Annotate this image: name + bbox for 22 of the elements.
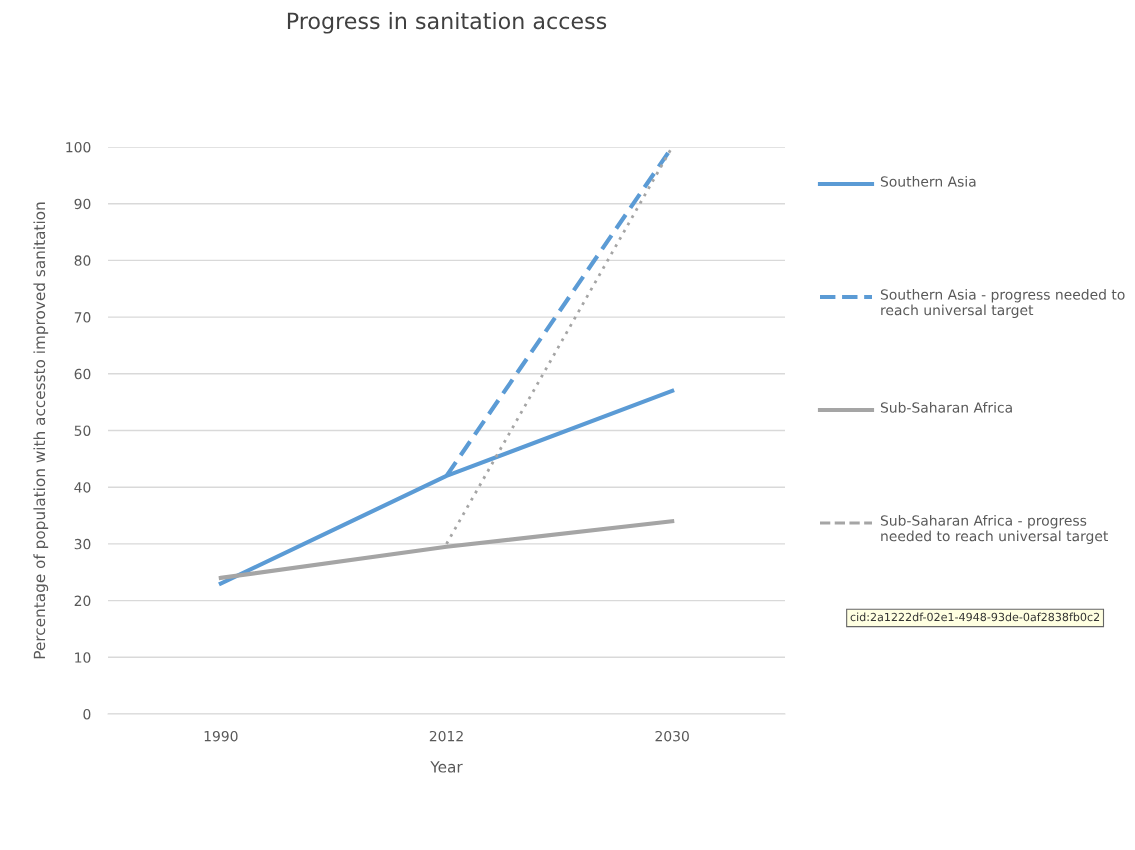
y-tick-label: 50 <box>74 425 91 436</box>
y-tick-label: 100 <box>66 141 91 153</box>
x-tick-label: 1990 <box>204 730 238 742</box>
x-tick-label: 2030 <box>655 730 689 742</box>
y-tick-label: 30 <box>74 538 91 550</box>
y-tick-label: 10 <box>75 652 91 663</box>
y-tick-label: 40 <box>74 482 91 493</box>
y-axis-title: Percentage of population with accessto improved sanitation <box>33 202 49 659</box>
chart-title: Progress in sanitation access <box>287 12 607 34</box>
y-tick-label: 60 <box>74 368 91 380</box>
y-tick-label: 80 <box>74 255 91 266</box>
y-tick-label: 70 <box>74 312 91 323</box>
y-tick-label: 90 <box>74 198 91 210</box>
y-tick-label: 0 <box>83 708 91 720</box>
text: cid:2a1222df-02e1-4948-93de-0af2838fb0c2 <box>850 612 1100 622</box>
y-tick-label: 20 <box>74 595 91 607</box>
x-axis-title: Year <box>430 761 463 773</box>
legend-label: Sub-Saharan Africa - progress needed to reach universal target <box>880 515 1109 544</box>
x-tick-label: 2012 <box>429 730 463 742</box>
legend-label: Sub-Saharan Africa <box>880 402 1012 413</box>
legend-label: Southern Asia - progress needed to reach universal target <box>880 289 1125 318</box>
legend-label: Southern Asia <box>880 176 976 187</box>
